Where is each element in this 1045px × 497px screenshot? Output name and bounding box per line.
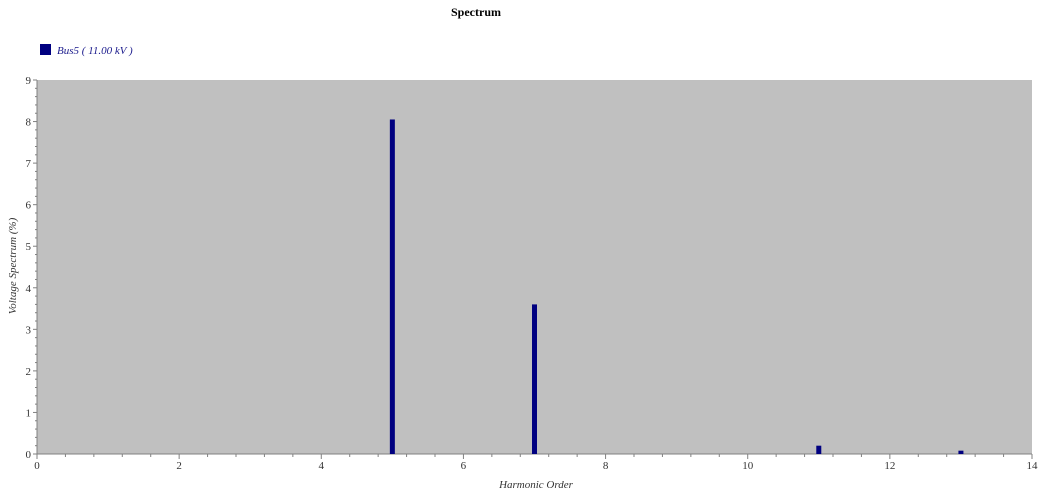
x-axis-label: Harmonic Order xyxy=(498,479,574,491)
y-tick-label: 5 xyxy=(26,241,32,253)
x-tick-label: 10 xyxy=(742,460,754,472)
y-tick-label: 0 xyxy=(26,449,32,461)
legend-swatch xyxy=(40,44,51,55)
x-tick-label: 8 xyxy=(603,460,609,472)
bar xyxy=(958,450,964,454)
x-tick-label: 2 xyxy=(176,460,182,472)
y-tick-label: 7 xyxy=(26,158,32,170)
legend-label: Bus5 ( 11.00 kV ) xyxy=(57,45,133,57)
bars xyxy=(389,119,964,454)
x-tick-label: 4 xyxy=(319,460,325,472)
y-axis-label: Voltage Spectrum (%) xyxy=(7,217,19,314)
bar xyxy=(389,119,395,454)
y-tick-label: 3 xyxy=(26,324,32,336)
y-tick-label: 8 xyxy=(26,117,32,129)
y-tick-label: 9 xyxy=(26,75,32,87)
x-tick-label: 0 xyxy=(34,460,40,472)
x-tick-label: 12 xyxy=(884,460,895,472)
x-tick-label: 14 xyxy=(1027,460,1039,472)
chart-title: Spectrum xyxy=(451,5,501,19)
y-axis: 0 1 2 3 4 5 6 7 8 9 xyxy=(26,75,38,461)
y-tick-label: 6 xyxy=(26,200,32,212)
bar xyxy=(532,304,537,454)
x-axis: 0 2 4 6 8 10 12 14 xyxy=(34,453,1039,472)
legend: Bus5 ( 11.00 kV ) xyxy=(40,44,133,57)
y-tick-label: 1 xyxy=(26,407,32,419)
x-tick-label: 6 xyxy=(461,460,467,472)
y-tick-label: 4 xyxy=(26,283,32,295)
bar xyxy=(816,445,822,454)
y-tick-label: 2 xyxy=(26,366,32,378)
